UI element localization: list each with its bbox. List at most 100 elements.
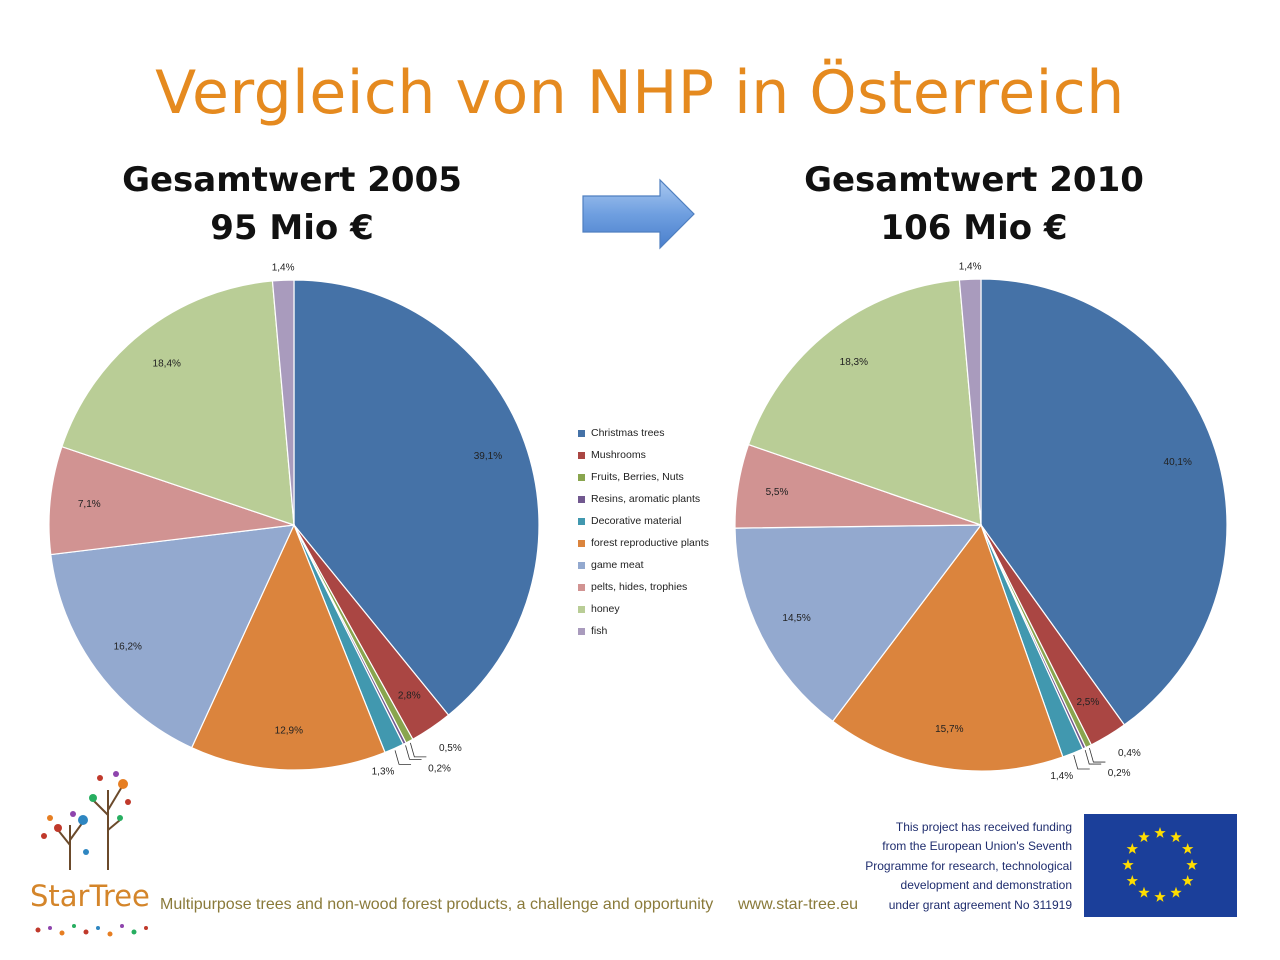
pie-data-label: 40,1% <box>1164 457 1192 468</box>
pie-data-label: 12,9% <box>275 726 303 737</box>
footer-website-link[interactable]: www.star-tree.eu <box>738 896 859 913</box>
legend-item: pelts, hides, trophies <box>578 576 709 598</box>
legend-item: Mushrooms <box>578 444 709 466</box>
leader-line <box>405 745 422 760</box>
pie-slice <box>293 279 540 716</box>
startree-logo: StarTree <box>30 771 150 937</box>
leader-line <box>1089 747 1106 763</box>
funding-line: This project has received funding <box>895 820 1072 834</box>
funding-line: from the European Union's Seventh <box>882 839 1072 854</box>
legend-swatch <box>578 561 585 569</box>
chart-2010-title: Gesamtwert 2010 <box>804 160 1144 200</box>
legend-item: Decorative material <box>578 510 709 532</box>
pie-data-label: 0,5% <box>439 743 462 754</box>
funding-line: under grant agreement No 311919 <box>888 897 1072 912</box>
legend-swatch <box>578 583 585 591</box>
legend-item: Fruits, Berries, Nuts <box>578 466 709 488</box>
leader-line <box>409 742 427 758</box>
legend-label: Decorative material <box>591 515 682 527</box>
star-icon <box>1154 891 1166 902</box>
legend-item: fish <box>578 620 709 642</box>
eu-flag-icon <box>1084 814 1237 917</box>
pie-slice <box>734 524 983 723</box>
legend-swatch <box>578 627 585 635</box>
pie-slice <box>61 280 295 526</box>
pie-data-label: 2,8% <box>398 691 421 702</box>
pie-slice <box>48 445 295 556</box>
chart-2005-heading: Gesamtwert 2005 95 Mio € <box>82 156 502 252</box>
pie-slice <box>50 524 295 749</box>
legend-swatch <box>578 429 585 437</box>
star-icon <box>1170 886 1182 898</box>
pie-data-label: 0,2% <box>428 763 451 774</box>
pie-slice <box>831 523 1064 772</box>
legend-item: honey <box>578 598 709 620</box>
legend-swatch <box>578 605 585 613</box>
star-icon <box>1126 875 1138 886</box>
chart-2005-title: Gesamtwert 2005 <box>122 160 462 200</box>
footer-tagline: Multipurpose trees and non-wood forest p… <box>160 896 714 913</box>
logo-text: StarTree <box>30 879 150 913</box>
page-title: Vergleich von NHP in Österreich <box>155 58 1125 128</box>
pie-slice <box>980 278 1228 726</box>
pie-data-label: 15,7% <box>935 724 963 735</box>
pie-data-label: 0,2% <box>1108 768 1131 779</box>
legend-swatch <box>578 517 585 525</box>
pie-chart-2010: 40,1% 2,5% 0,4% 0,2% 1,4% 15,7% 14,5% 5,5% 18,3%… <box>734 261 1228 782</box>
legend-swatch <box>578 451 585 459</box>
legend-swatch <box>578 473 585 481</box>
star-icon <box>1126 843 1138 854</box>
pie-data-label: 18,4% <box>153 358 181 369</box>
pie-slice <box>271 279 295 526</box>
legend-label: Fruits, Berries, Nuts <box>591 471 684 483</box>
pie-chart-2005: 39,1% 2,8% 0,5% 0,2% 1,3% 12,9% 16,2% 7,1% 18,4%… <box>48 262 540 777</box>
star-icon <box>1138 831 1150 843</box>
pie-data-label: 7,1% <box>78 499 101 510</box>
star-icon <box>1170 831 1182 843</box>
leader-line <box>1084 749 1102 765</box>
pie-data-label: 16,2% <box>114 641 142 652</box>
legend-item: Resins, aromatic plants <box>578 488 709 510</box>
funding-line: Programme for research, technological <box>865 858 1072 873</box>
pie-data-label: 2,5% <box>1076 697 1099 708</box>
legend-label: Mushrooms <box>591 449 646 461</box>
pie-data-label: 0,4% <box>1118 748 1141 759</box>
legend-label: forest reproductive plants <box>591 537 709 549</box>
legend-label: pelts, hides, trophies <box>591 581 688 593</box>
star-icon <box>1138 886 1150 898</box>
funding-statement: This project has received funding from t… <box>856 818 1072 915</box>
legend-label: fish <box>591 625 608 637</box>
legend-label: Christmas trees <box>591 427 665 439</box>
legend-label: honey <box>591 603 620 615</box>
star-icon <box>1154 827 1166 838</box>
chart-legend: Christmas trees Mushrooms Fruits, Berries,… <box>578 422 709 642</box>
pie-data-label: 1,4% <box>1050 771 1073 782</box>
pie-data-label: 14,5% <box>782 613 810 624</box>
legend-item: game meat <box>578 554 709 576</box>
legend-item: Christmas trees <box>578 422 709 444</box>
legend-label: Resins, aromatic plants <box>591 493 701 505</box>
legend-swatch <box>578 495 585 503</box>
pie-data-label: 1,4% <box>959 261 982 272</box>
pie-data-label: 39,1% <box>474 451 502 462</box>
chart-2005-subtitle: 95 Mio € <box>210 208 374 248</box>
pie-data-label: 18,3% <box>840 357 868 368</box>
star-icon <box>1186 859 1198 870</box>
funding-line: development and demonstration <box>900 878 1072 893</box>
pie-slice <box>190 523 386 771</box>
legend-swatch <box>578 539 585 547</box>
legend-item: forest reproductive plants <box>578 532 709 554</box>
pie-data-label: 5,5% <box>766 487 789 498</box>
leader-line <box>1073 754 1090 770</box>
legend-label: game meat <box>591 559 644 571</box>
pie-slice <box>747 279 982 526</box>
star-icon <box>1182 875 1194 886</box>
leader-line <box>394 750 412 765</box>
pie-slice <box>958 278 982 526</box>
arrow-right-icon <box>582 178 695 250</box>
star-icon <box>1122 859 1134 870</box>
chart-2010-heading: Gesamtwert 2010 106 Mio € <box>764 156 1184 252</box>
star-icon <box>1182 843 1194 854</box>
pie-data-label: 1,4% <box>272 262 295 273</box>
chart-2010-subtitle: 106 Mio € <box>880 208 1068 248</box>
